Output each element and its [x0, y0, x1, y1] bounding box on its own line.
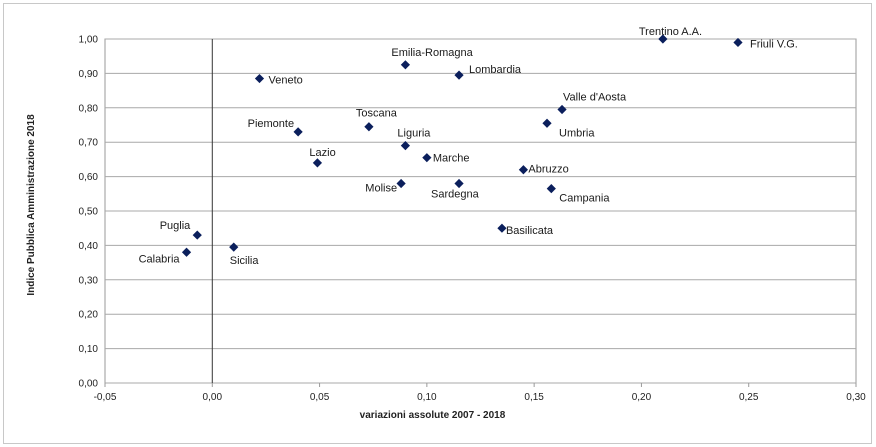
point-marker	[518, 165, 529, 175]
x-tick-label: 0,15	[524, 392, 544, 403]
x-tick-label: 0,30	[846, 392, 866, 403]
x-tick-label: 0,10	[417, 392, 437, 403]
point-marker	[542, 118, 552, 128]
point-marker	[293, 127, 303, 137]
grid-layer	[104, 38, 857, 384]
y-tick-label: 0,10	[79, 344, 99, 355]
point-label: Molise	[365, 182, 397, 194]
y-tick-label: 0,00	[79, 379, 99, 390]
point-marker	[396, 178, 406, 189]
y-tick-label: 0,60	[79, 172, 99, 183]
point-marker	[557, 104, 567, 115]
x-tick-label: 0,25	[739, 392, 759, 403]
point-marker	[658, 34, 668, 44]
tick-labels: 0,00 0,10 0,20 0,30 0,40 0,50 0,60 0,70 0,80 0,90…	[79, 35, 867, 404]
point-marker	[192, 230, 202, 240]
point-label: Sicilia	[230, 255, 260, 267]
x-tick-label: -0,05	[94, 392, 117, 403]
point-label: Lazio	[309, 147, 335, 159]
data-points	[181, 34, 743, 257]
point-marker	[422, 153, 432, 163]
point-marker	[312, 158, 323, 168]
point-label: Puglia	[160, 220, 191, 232]
point-marker	[229, 242, 239, 252]
point-marker	[254, 73, 265, 84]
point-labels: Trentino A.A. Friuli V.G. Emilia-Romagna Lo…	[139, 26, 798, 267]
y-tick-label: 0,70	[79, 138, 99, 149]
point-label: Sardegna	[431, 188, 480, 200]
point-marker	[400, 141, 410, 151]
point-marker	[546, 184, 556, 194]
point-label: Emilia-Romagna	[391, 47, 473, 59]
chart-frame: 0,00 0,10 0,20 0,30 0,40 0,50 0,60 0,70 0,80 0,90…	[3, 3, 872, 444]
scatter-chart: 0,00 0,10 0,20 0,30 0,40 0,50 0,60 0,70 0,80 0,90…	[26, 26, 867, 421]
point-label: Umbria	[559, 127, 595, 139]
point-marker	[454, 70, 464, 80]
x-axis-title: variazioni assolute 2007 - 2018	[360, 410, 506, 421]
point-label: Campania	[559, 193, 610, 205]
point-label: Liguria	[397, 128, 431, 140]
point-marker	[364, 122, 374, 132]
point-marker	[181, 247, 192, 257]
point-label: Friuli V.G.	[750, 38, 798, 50]
point-label: Abruzzo	[528, 164, 568, 176]
point-marker	[454, 178, 464, 189]
point-label: Marche	[433, 153, 470, 165]
y-tick-label: 1,00	[79, 35, 99, 46]
x-tick-label: 0,20	[632, 392, 652, 403]
y-tick-label: 0,80	[79, 103, 99, 114]
y-tick-label: 0,20	[79, 310, 99, 321]
x-tick-label: 0,05	[310, 392, 330, 403]
point-label: Valle d'Aosta	[563, 92, 627, 104]
y-tick-label: 0,30	[79, 275, 99, 286]
y-tick-label: 0,90	[79, 69, 99, 80]
point-marker	[400, 60, 410, 70]
point-label: Basilicata	[506, 225, 554, 237]
point-marker	[733, 37, 743, 48]
y-tick-label: 0,40	[79, 241, 99, 252]
point-label: Calabria	[139, 253, 181, 265]
axis-layer	[104, 39, 857, 387]
point-marker	[497, 223, 507, 233]
point-label: Trentino A.A.	[639, 26, 702, 38]
y-tick-label: 0,50	[79, 207, 99, 218]
y-axis-title: Indice Pubblica Amministrazione 2018	[26, 114, 37, 296]
x-tick-label: 0,00	[203, 392, 223, 403]
point-label: Lombardia	[469, 64, 522, 76]
point-label: Piemonte	[248, 118, 294, 130]
point-label: Veneto	[268, 75, 302, 87]
point-label: Toscana	[356, 108, 398, 120]
